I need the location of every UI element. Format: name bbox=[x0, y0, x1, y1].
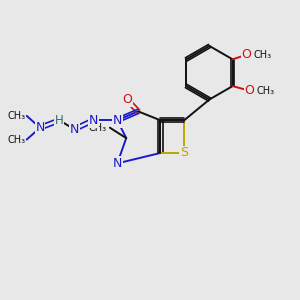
Text: CH₃: CH₃ bbox=[7, 135, 25, 145]
Text: N: N bbox=[112, 114, 122, 127]
Text: S: S bbox=[180, 146, 188, 160]
Text: CH₃: CH₃ bbox=[7, 111, 25, 121]
Text: N: N bbox=[89, 114, 98, 127]
Text: N: N bbox=[112, 157, 122, 170]
Text: O: O bbox=[244, 84, 254, 97]
Text: H: H bbox=[55, 114, 64, 127]
Text: N: N bbox=[35, 121, 45, 134]
Text: CH₃: CH₃ bbox=[89, 123, 107, 133]
Text: N: N bbox=[70, 123, 79, 136]
Text: CH₃: CH₃ bbox=[256, 85, 274, 96]
Text: O: O bbox=[242, 48, 251, 62]
Text: O: O bbox=[122, 93, 132, 106]
Text: CH₃: CH₃ bbox=[254, 50, 272, 60]
